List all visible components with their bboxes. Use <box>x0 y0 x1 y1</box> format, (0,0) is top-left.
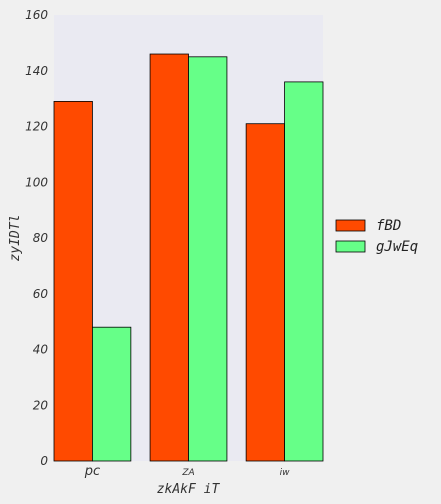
x-tick-label: pc <box>84 464 100 479</box>
y-tick-label: 40 <box>33 343 49 357</box>
x-axis-ticks: pc ZA iw <box>84 464 290 479</box>
bar-gJwEq-iw <box>284 81 324 462</box>
bar-gJwEq-ZA <box>188 56 228 462</box>
y-tick-label: 0 <box>40 454 48 468</box>
y-axis-ticks: 0 20 40 60 80 100 120 140 160 <box>25 8 48 468</box>
bars-group <box>53 53 324 462</box>
y-tick-label: 100 <box>25 175 48 189</box>
legend-swatch <box>335 219 366 232</box>
y-tick-label: 160 <box>25 8 48 22</box>
y-tick-label: 80 <box>33 231 49 245</box>
y-tick-label: 120 <box>25 120 48 134</box>
y-tick-label: 20 <box>33 398 49 412</box>
legend: fBD gJwEq <box>335 218 418 255</box>
x-axis-label: zkAkF iT <box>157 482 221 497</box>
bar-fBD-pc <box>53 101 93 462</box>
x-tick-label: ZA <box>181 468 194 478</box>
legend-swatch <box>335 240 366 253</box>
x-tick-label: iw <box>280 468 291 478</box>
bar-fBD-ZA <box>149 53 189 462</box>
y-tick-label: 140 <box>25 64 48 78</box>
y-axis-label: zyIDTl <box>8 215 23 262</box>
legend-label: gJwEq <box>376 239 418 255</box>
y-tick-label: 60 <box>33 287 49 301</box>
legend-label: fBD <box>376 218 401 234</box>
bar-gJwEq-pc <box>92 326 132 462</box>
bar-fBD-iw <box>245 123 285 462</box>
